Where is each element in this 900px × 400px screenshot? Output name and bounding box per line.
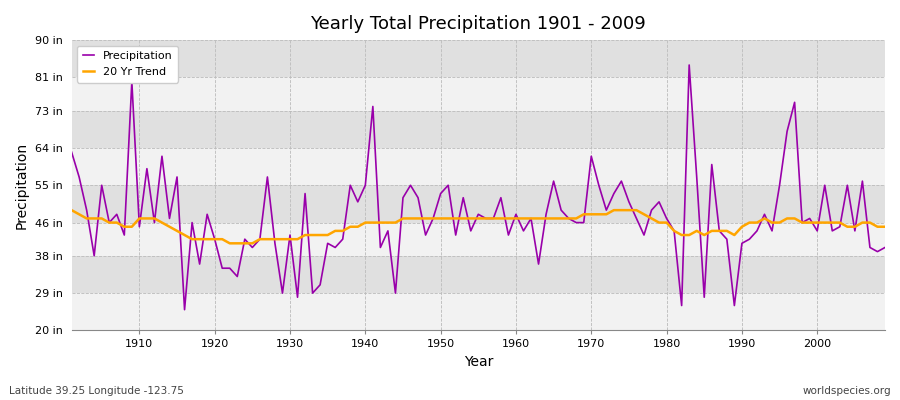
Title: Yearly Total Precipitation 1901 - 2009: Yearly Total Precipitation 1901 - 2009 xyxy=(310,15,646,33)
20 Yr Trend xyxy=(67,208,77,212)
Y-axis label: Precipitation: Precipitation xyxy=(15,142,29,229)
Precipitation xyxy=(879,245,890,250)
Precipitation xyxy=(608,191,619,196)
Text: worldspecies.org: worldspecies.org xyxy=(803,386,891,396)
Bar xyxy=(72,222,885,256)
Line: Precipitation: Precipitation xyxy=(72,65,885,310)
Precipitation xyxy=(179,307,190,312)
20 Yr Trend xyxy=(518,216,529,221)
Text: Latitude 39.25 Longitude -123.75: Latitude 39.25 Longitude -123.75 xyxy=(9,386,184,396)
Precipitation xyxy=(67,150,77,154)
Bar xyxy=(72,111,885,148)
20 Yr Trend xyxy=(345,224,356,229)
Precipitation xyxy=(684,62,695,67)
Line: 20 Yr Trend: 20 Yr Trend xyxy=(72,210,885,243)
Precipitation xyxy=(510,212,521,217)
Bar xyxy=(72,293,885,330)
20 Yr Trend xyxy=(300,233,310,238)
Bar xyxy=(72,78,885,111)
20 Yr Trend xyxy=(510,216,521,221)
Precipitation xyxy=(300,191,310,196)
20 Yr Trend xyxy=(224,241,235,246)
Precipitation xyxy=(126,79,137,84)
20 Yr Trend xyxy=(879,224,890,229)
20 Yr Trend xyxy=(126,224,137,229)
Bar xyxy=(72,256,885,293)
Legend: Precipitation, 20 Yr Trend: Precipitation, 20 Yr Trend xyxy=(77,46,178,82)
X-axis label: Year: Year xyxy=(464,355,493,369)
Bar xyxy=(72,148,885,185)
Precipitation xyxy=(345,183,356,188)
Bar xyxy=(72,185,885,222)
Bar xyxy=(72,40,885,78)
Precipitation xyxy=(518,228,529,233)
20 Yr Trend xyxy=(608,208,619,212)
